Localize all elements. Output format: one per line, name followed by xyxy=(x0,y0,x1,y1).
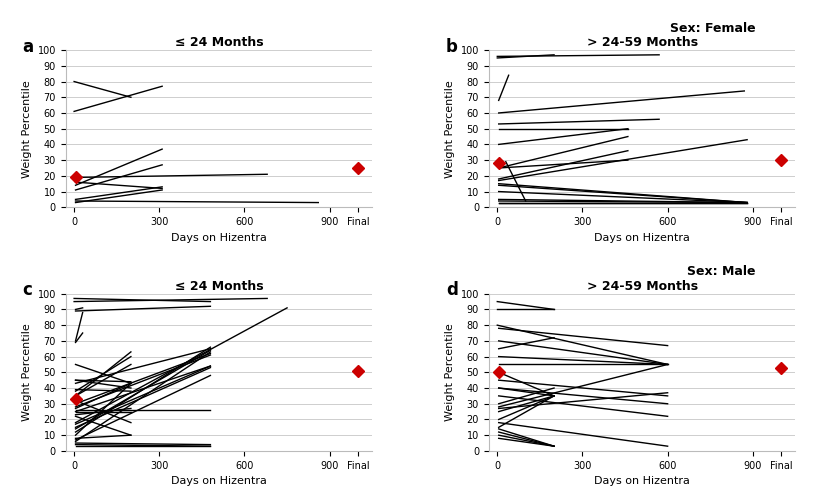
Title: ≤ 24 Months: ≤ 24 Months xyxy=(174,36,263,49)
X-axis label: Days on Hizentra: Days on Hizentra xyxy=(594,476,689,486)
Text: d: d xyxy=(446,281,457,299)
Text: a: a xyxy=(23,38,34,56)
Y-axis label: Weight Percentile: Weight Percentile xyxy=(445,80,455,177)
Y-axis label: Weight Percentile: Weight Percentile xyxy=(445,324,455,421)
X-axis label: Days on Hizentra: Days on Hizentra xyxy=(171,476,266,486)
Title: > 24-59 Months: > 24-59 Months xyxy=(586,36,697,49)
Title: ≤ 24 Months: ≤ 24 Months xyxy=(174,280,263,293)
X-axis label: Days on Hizentra: Days on Hizentra xyxy=(171,232,266,242)
Text: b: b xyxy=(446,38,457,56)
Title: > 24-59 Months: > 24-59 Months xyxy=(586,280,697,293)
Text: Sex: Female: Sex: Female xyxy=(669,22,754,35)
Y-axis label: Weight Percentile: Weight Percentile xyxy=(22,80,32,177)
X-axis label: Days on Hizentra: Days on Hizentra xyxy=(594,232,689,242)
Y-axis label: Weight Percentile: Weight Percentile xyxy=(22,324,32,421)
Text: c: c xyxy=(23,281,33,299)
Text: Sex: Male: Sex: Male xyxy=(686,266,754,279)
